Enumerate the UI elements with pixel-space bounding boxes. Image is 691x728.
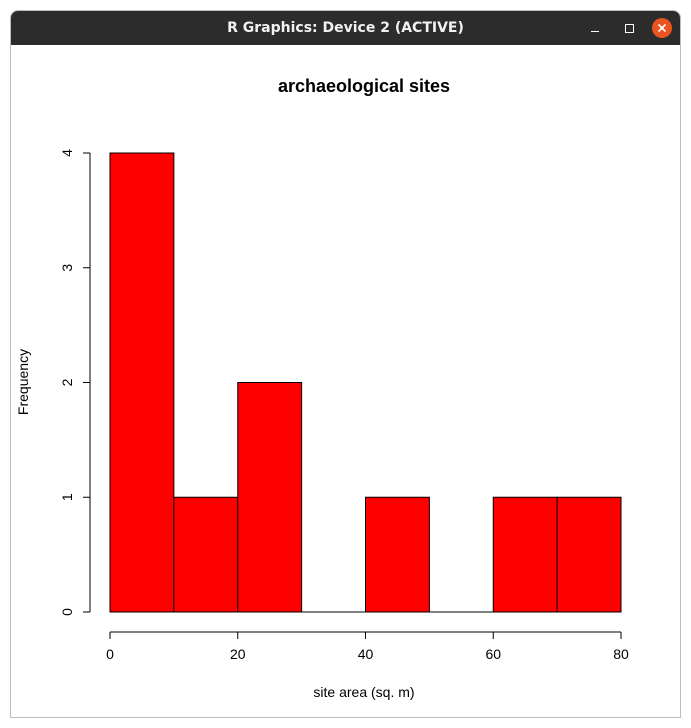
x-tick-label: 60 <box>485 646 501 662</box>
bars-group <box>109 152 622 613</box>
y-tick-label: 1 <box>59 493 75 501</box>
x-axis-label: site area (sq. m) <box>313 684 414 700</box>
minimize-icon[interactable] <box>585 18 605 38</box>
histogram-bar <box>556 496 622 613</box>
x-axis: 0 20 40 60 80 <box>106 631 629 662</box>
y-tick-label: 0 <box>59 608 75 616</box>
y-axis-label: Frequency <box>15 349 31 415</box>
histogram-bar <box>109 152 175 613</box>
y-tick-label: 3 <box>59 264 75 272</box>
histogram-bar <box>365 496 430 613</box>
x-tick-label: 40 <box>358 646 374 662</box>
x-tick-label: 20 <box>230 646 246 662</box>
histogram-bar <box>237 382 303 613</box>
y-axis: 0 1 2 3 4 <box>59 149 91 616</box>
y-tick-label: 2 <box>59 378 75 386</box>
close-icon[interactable] <box>652 18 672 38</box>
x-tick-label: 0 <box>106 646 114 662</box>
y-tick-label: 4 <box>59 149 75 157</box>
histogram-bar <box>492 496 558 613</box>
chart-title: archaeological sites <box>278 76 450 96</box>
histogram-chart: archaeological sites 0 20 40 60 80 0 1 2 3 4 sit… <box>15 76 629 700</box>
r-graphics-window: R Graphics: Device 2 (ACTIVE) archaeolog… <box>10 10 681 718</box>
maximize-icon[interactable] <box>619 18 639 38</box>
window-title: R Graphics: Device 2 (ACTIVE) <box>227 20 464 36</box>
title-bar[interactable]: R Graphics: Device 2 (ACTIVE) <box>11 11 680 45</box>
histogram-bar <box>173 496 239 613</box>
x-tick-label: 80 <box>613 646 629 662</box>
plot-area: archaeological sites 0 20 40 60 80 0 1 2 3 4 sit… <box>11 45 680 717</box>
